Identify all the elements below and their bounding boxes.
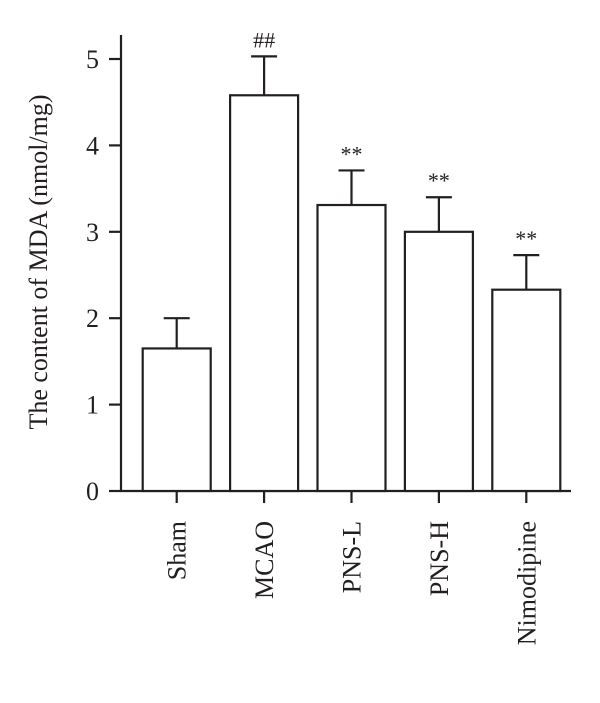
x-tick-label: Sham (163, 521, 192, 580)
x-tick-label: MCAO (250, 521, 279, 599)
y-tick-label: 4 (86, 131, 99, 160)
bar-pns-h (403, 230, 474, 493)
y-tick-label: 2 (86, 304, 99, 333)
bar-nimodipine (491, 288, 562, 493)
y-axis-label: The content of MDA (nmol/mg) (24, 94, 53, 429)
significance-label: ** (428, 168, 450, 193)
bar-sham (141, 347, 212, 493)
y-tick-label: 1 (86, 391, 99, 420)
plot-area: 0 1 2 3 4 5 Sham MCAO ## PNS-L ** PNS-H ** Nimodipine… (86, 27, 571, 645)
significance-label: ** (515, 226, 537, 251)
bar-pns-l (316, 203, 387, 493)
y-tick-label: 3 (86, 218, 99, 247)
y-tick-label: 5 (86, 45, 99, 74)
x-tick-label: PNS-H (425, 521, 454, 596)
bar-mcao (229, 94, 300, 493)
y-tick-label: 0 (86, 477, 99, 506)
x-tick-label: PNS-L (338, 521, 367, 593)
significance-label: ** (341, 141, 363, 166)
x-tick-label: Nimodipine (512, 521, 541, 645)
significance-label: ## (253, 27, 275, 52)
